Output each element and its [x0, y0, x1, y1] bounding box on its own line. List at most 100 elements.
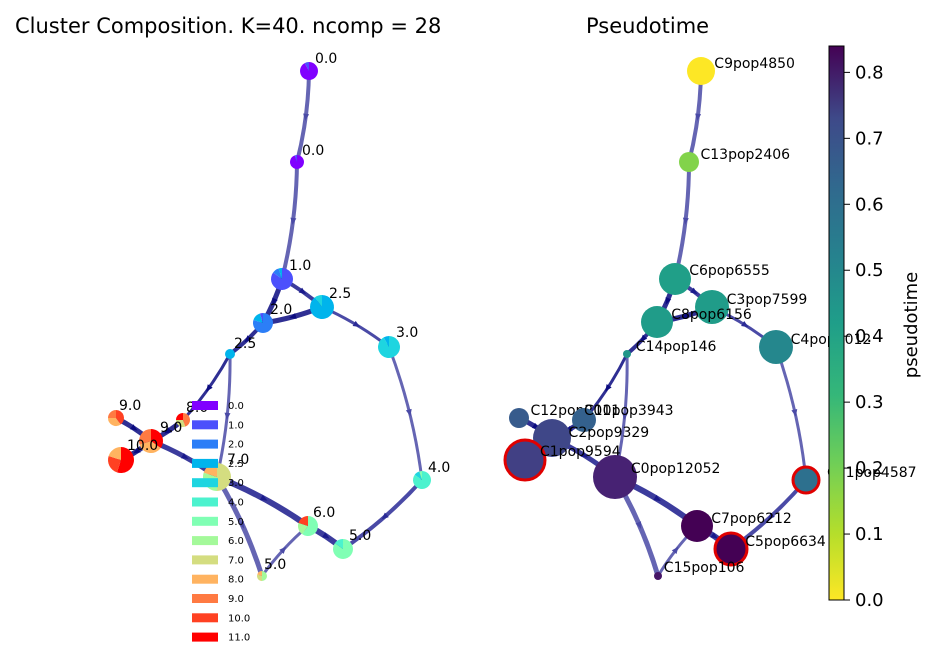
pie-slice-c12-2 — [108, 410, 116, 418]
pie-slice-c9-0 — [300, 62, 319, 80]
pie-slice-c13-0 — [289, 155, 304, 169]
colorbar-tick-label: 0.5 — [855, 260, 884, 281]
pseudotime-node-label: C9pop4850 — [714, 56, 795, 72]
pseudotime-node-c7 — [681, 510, 713, 542]
edge-arrow-c9-c13 — [695, 113, 702, 121]
cluster-composition-plot: 0.00.01.02.52.02.53.04.09.08.09.010.07.0… — [108, 51, 450, 644]
pseudotime-node-label: C14pop146 — [636, 339, 717, 355]
legend-label: 10.0 — [228, 613, 250, 624]
pie-slice-c6-2 — [278, 268, 282, 279]
pseudotime-colorbar: 0.0 0.1 0.2 0.3 0.4 0.5 0.6 0.7 0.8 pseudotime — [828, 45, 922, 611]
composition-legend: 0.0 1.0 2.0 2.5 3.0 4.0 5.0 6.0 7.0 8.0 9.0 10.0 11.… — [192, 401, 250, 644]
pie-slice-c15-2 — [257, 571, 262, 576]
colorbar-tick-label: 0.0 — [855, 590, 884, 611]
pseudotime-plot: C9pop4850 C13pop2406 C6pop6555 C3pop7599C8p… — [503, 56, 917, 580]
node-label: 6.0 — [313, 505, 335, 521]
pie-slice-c5-1 — [334, 539, 343, 549]
legend-swatch — [192, 420, 218, 430]
legend-swatch — [192, 478, 218, 488]
colorbar-tick-label: 0.1 — [855, 524, 884, 545]
legend-swatch — [192, 401, 218, 410]
legend-swatch — [192, 439, 218, 449]
legend-label: 6.0 — [228, 536, 244, 547]
node-label: 3.0 — [396, 325, 418, 341]
node-label: 5.0 — [264, 557, 286, 573]
pseudotime-node-c0 — [593, 455, 637, 499]
node-label: 4.0 — [428, 460, 450, 476]
node-label: 7.0 — [227, 452, 249, 468]
pie-slice-c11-2 — [419, 471, 422, 480]
pseudotime-node-c3 — [695, 290, 729, 324]
colorbar-gradient — [828, 45, 845, 601]
edge-arrow-c6-c3 — [298, 287, 307, 295]
pie-slice-c10-1 — [176, 420, 186, 428]
legend-swatch — [192, 594, 218, 603]
pseudotime-node-c14 — [623, 350, 631, 358]
edge-c4-c11 — [774, 345, 808, 482]
right-chart-title: Pseudotime — [586, 14, 709, 38]
edge-arrow-c13-c6 — [682, 217, 689, 225]
edge-arrow-c0-c15 — [238, 521, 245, 529]
edge-arrow-c6-c8 — [272, 297, 278, 306]
legend-label: 4.0 — [228, 498, 244, 509]
pseudotime-node-label: C15pop106 — [664, 560, 745, 576]
pseudotime-node-label: C6pop6555 — [689, 263, 770, 279]
legend-swatch — [192, 497, 218, 507]
pseudotime-node-label: C12pop2011 — [531, 403, 621, 419]
edge-arrow-c14-c0 — [224, 412, 231, 420]
legend-label: 8.0 — [228, 575, 244, 586]
legend-label: 2.0 — [228, 440, 244, 451]
colorbar-tick-label: 0.2 — [855, 458, 884, 479]
colorbar-ticks: 0.0 0.1 0.2 0.3 0.4 0.5 0.6 0.7 0.8 — [844, 62, 884, 611]
pie-slice-c2-2 — [139, 429, 151, 445]
pseudotime-node-c2 — [533, 419, 571, 457]
edge-arrow-c7-c5 — [710, 532, 719, 539]
pie-slice-c14-0 — [225, 349, 235, 359]
pseudotime-node-c5 — [713, 531, 749, 567]
colorbar-tick-label: 0.4 — [855, 326, 884, 347]
pseudotime-node-label: C1pop9594 — [540, 444, 621, 460]
node-label: 5.0 — [349, 528, 371, 544]
pie-slice-c8-2 — [259, 313, 263, 323]
edge-arrow-c2-c1 — [133, 447, 141, 454]
pie-slice-c4-0 — [378, 336, 401, 359]
pie-slice-c11-1 — [414, 471, 422, 480]
colorbar-tick-label: 0.8 — [855, 62, 884, 83]
legend-label: 5.0 — [228, 517, 244, 528]
pie-slice-c6-1 — [273, 268, 282, 279]
edge-arrow-c4-c11 — [405, 408, 412, 417]
edge-arrow-c12-c2 — [130, 424, 138, 431]
pseudotime-node-label: C11pop4587 — [827, 465, 917, 481]
legend-label: 2.5 — [228, 459, 244, 470]
edge-arrow-c3-c8 — [681, 312, 689, 319]
pie-slice-c2-0 — [151, 429, 164, 449]
edge-arrow-c8-c14 — [244, 335, 252, 343]
right-nodes: C9pop4850 C13pop2406 C6pop6555 C3pop7599C8p… — [503, 56, 917, 580]
pseudotime-node-label: C0pop12052 — [631, 461, 721, 477]
pie-slice-c4-1 — [383, 336, 389, 347]
pseudotime-node-c4 — [759, 330, 793, 364]
legend-label: 11.0 — [228, 633, 250, 644]
pie-slice-c3-1 — [314, 295, 322, 307]
pie-slice-c15-1 — [257, 574, 262, 581]
pie-slice-c1-1 — [108, 455, 121, 473]
edge-arrow-c0-c15 — [635, 521, 642, 529]
pseudotime-node-label: C8pop6156 — [671, 307, 752, 323]
pseudotime-node-label: C5pop6634 — [745, 534, 826, 550]
pie-slice-c9-1 — [304, 62, 309, 71]
legend-label: 3.0 — [228, 478, 244, 489]
pseudotime-node-label: C2pop9329 — [569, 425, 650, 441]
edge-arrow-c15-c7 — [671, 546, 679, 555]
legend-label: 9.0 — [228, 594, 244, 605]
pie-slice-c11-0 — [413, 471, 432, 489]
colorbar-tick-label: 0.6 — [855, 194, 884, 215]
node-label: 9.0 — [119, 398, 141, 414]
edge-arrow-c9-c13 — [303, 113, 310, 121]
node-label: 2.5 — [234, 336, 256, 352]
pseudotime-node-c9 — [687, 57, 715, 85]
legend-swatch — [192, 458, 218, 468]
node-label: 1.0 — [289, 258, 311, 274]
edge-arrow-c8-c14 — [640, 334, 648, 342]
pie-slice-c1-0 — [116, 447, 134, 473]
